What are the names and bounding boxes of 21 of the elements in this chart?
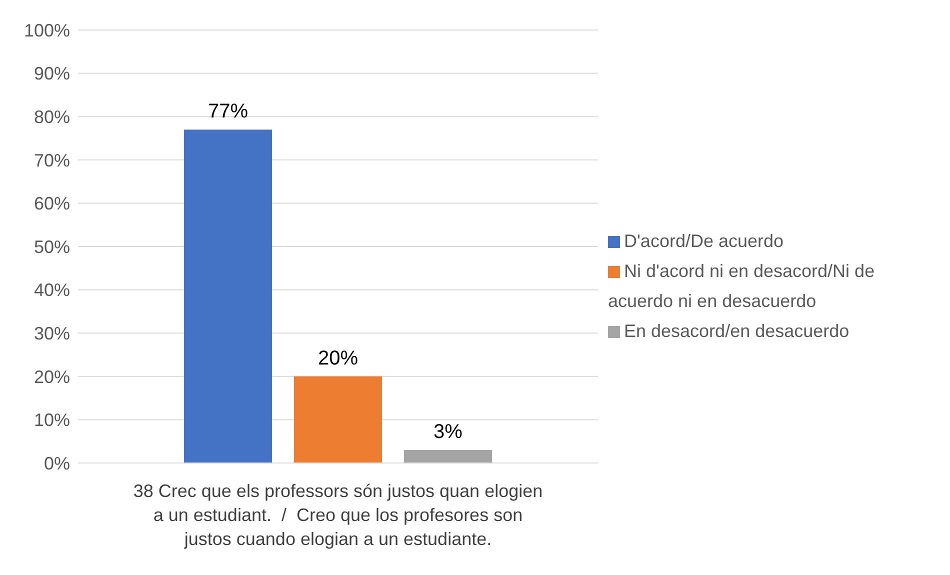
legend-label: En desacord/en desacuerdo [624,320,850,340]
bar [294,376,382,463]
y-tick-label: 30% [34,323,70,344]
y-tick-label: 70% [34,150,70,170]
bar [404,450,492,463]
bar [184,130,272,463]
y-tick-label: 50% [34,236,70,257]
y-tick-label: 80% [34,106,70,127]
data-label: 77% [208,100,248,123]
y-tick-label: 20% [34,366,70,387]
legend-label: D'acord/De acuerdo [624,230,784,250]
x-tick-label: 38 Crec que els professors són justos quan elogien a un estudiant. / Creo que los profesores son justos cuando elogian a un estudiante. [133,481,543,549]
y-tick-label: 0% [44,453,70,474]
data-label: 3% [434,421,463,444]
y-tick-label: 100% [24,20,70,40]
legend-label: Ni d'acord ni en desacord/Ni de acuerdo ni en desacuerdo [608,260,875,310]
y-tick-label: 10% [34,410,70,430]
y-tick-label: 40% [34,280,70,300]
data-label: 20% [318,347,358,370]
y-tick-label: 90% [34,64,70,84]
y-tick-label: 60% [34,194,70,214]
